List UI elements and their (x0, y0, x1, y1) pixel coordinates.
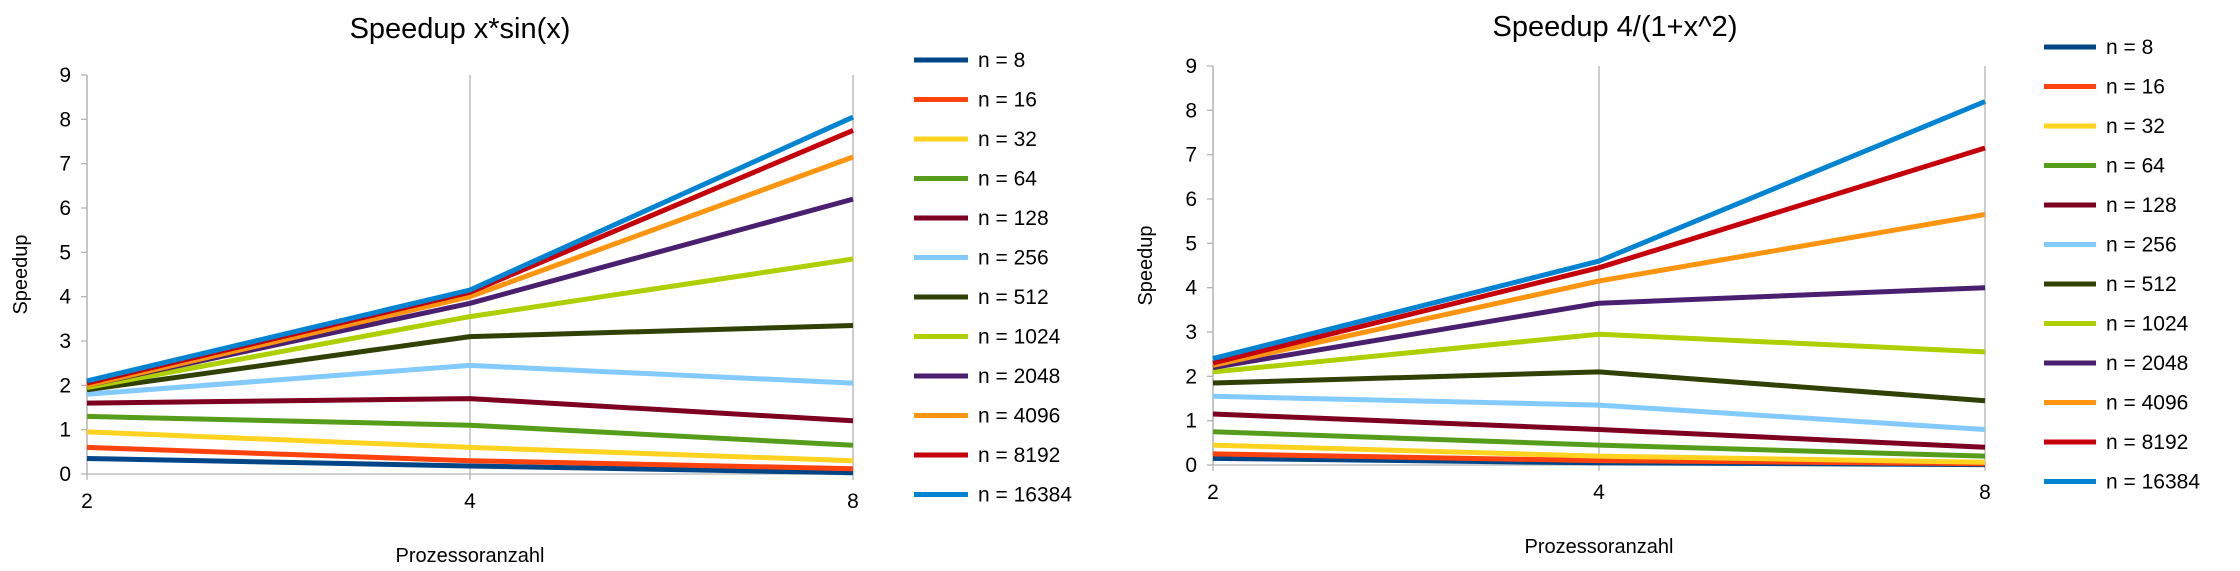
y-tick-label: 9 (1185, 55, 1197, 78)
series-line (1212, 369, 1986, 404)
x-tick-label: 8 (847, 490, 859, 513)
series-line (1212, 145, 1986, 366)
y-tick-label: 6 (59, 197, 71, 220)
y-tick-label: 4 (1185, 277, 1197, 300)
x-tick-label: 4 (464, 490, 476, 513)
series-line (86, 444, 854, 472)
legend-entry: n = 4096 (2106, 392, 2188, 415)
series-line (86, 396, 854, 424)
legend-entry: n = 16384 (978, 484, 1072, 507)
chart-2: Speedup 4/(1+x^2) 0 1 2 3 4 5 6 7 8 9 2 4 8 Prozessora… (1135, 11, 2200, 558)
legend-entry: n = 32 (978, 128, 1037, 151)
series-line (1212, 442, 1986, 465)
chart-1: Speedup x*sin(x) 0 1 2 3 4 5 6 7 8 9 2 4 8 Prozessoran… (10, 13, 1072, 567)
series-line (86, 154, 854, 388)
y-tick-label: 1 (59, 419, 71, 442)
legend-entry: n = 512 (978, 286, 1049, 309)
y-tick-label: 2 (1185, 365, 1197, 388)
legend-entry: n = 128 (2106, 194, 2177, 217)
y-tick-label: 7 (1185, 144, 1197, 167)
series-line (86, 413, 854, 448)
y-tick-label: 7 (59, 153, 71, 176)
x-axis-label: Prozessoranzahl (396, 545, 545, 567)
y-tick-label: 4 (59, 286, 71, 309)
legend-entry: n = 32 (2106, 115, 2165, 138)
series-line (86, 114, 855, 384)
y-tick-label: 2 (59, 374, 71, 397)
legend-entry: n = 8192 (978, 444, 1060, 467)
x-tick-label: 2 (81, 490, 93, 513)
y-tick-label: 3 (59, 330, 71, 353)
legend-entry: n = 2048 (978, 365, 1060, 388)
legend-entry: n = 8 (2106, 36, 2153, 59)
x-tick-label: 4 (1593, 481, 1605, 504)
chart-title: Speedup x*sin(x) (350, 13, 571, 45)
legend-entry: n = 2048 (2106, 352, 2188, 375)
series-line (1212, 429, 1986, 459)
legend-entry: n = 1024 (2106, 313, 2189, 336)
x-tick-label: 8 (1979, 481, 1991, 504)
legend-entry: n = 16384 (2106, 471, 2200, 494)
y-tick-label: 5 (1185, 232, 1197, 255)
legend-entry: n = 64 (978, 168, 1037, 191)
series-line (86, 256, 854, 391)
y-tick-label: 1 (1185, 410, 1197, 433)
legend-entry: n = 256 (2106, 234, 2177, 257)
series-line (1212, 99, 1986, 362)
y-tick-label: 3 (1185, 321, 1197, 344)
y-tick-label: 0 (59, 463, 71, 486)
legend-entry: n = 128 (978, 207, 1049, 230)
y-axis-label: Speedup (1135, 225, 1157, 305)
x-axis-label: Prozessoranzahl (1525, 536, 1674, 558)
legend-entry: n = 256 (978, 247, 1049, 270)
legend-entry: n = 8 (978, 49, 1025, 72)
series-line (86, 429, 854, 464)
chart-title: Speedup 4/(1+x^2) (1493, 11, 1738, 43)
series-line (1212, 285, 1986, 370)
y-tick-label: 5 (59, 241, 71, 264)
legend-entry: n = 64 (2106, 155, 2165, 178)
y-tick-label: 0 (1185, 454, 1197, 477)
y-tick-label: 9 (59, 64, 71, 87)
y-axis-label: Speedup (10, 234, 32, 314)
y-tick-label: 8 (1185, 99, 1197, 122)
series-line (86, 323, 854, 393)
series-line (1212, 393, 1986, 432)
series-line (1212, 331, 1986, 375)
y-tick-label: 8 (59, 108, 71, 131)
series-line (86, 362, 854, 397)
legend-entry: n = 16 (978, 89, 1037, 112)
series-line (86, 456, 854, 476)
y-tick-label: 6 (1185, 188, 1197, 211)
legend-entry: n = 1024 (978, 326, 1061, 349)
series-line (1212, 411, 1986, 450)
legend-entry: n = 8192 (2106, 431, 2188, 454)
legend-entry: n = 4096 (978, 405, 1060, 428)
series-line (1212, 212, 1986, 368)
legend-entry: n = 512 (2106, 273, 2177, 296)
x-tick-label: 2 (1207, 481, 1219, 504)
legend-entry: n = 16 (2106, 76, 2165, 99)
